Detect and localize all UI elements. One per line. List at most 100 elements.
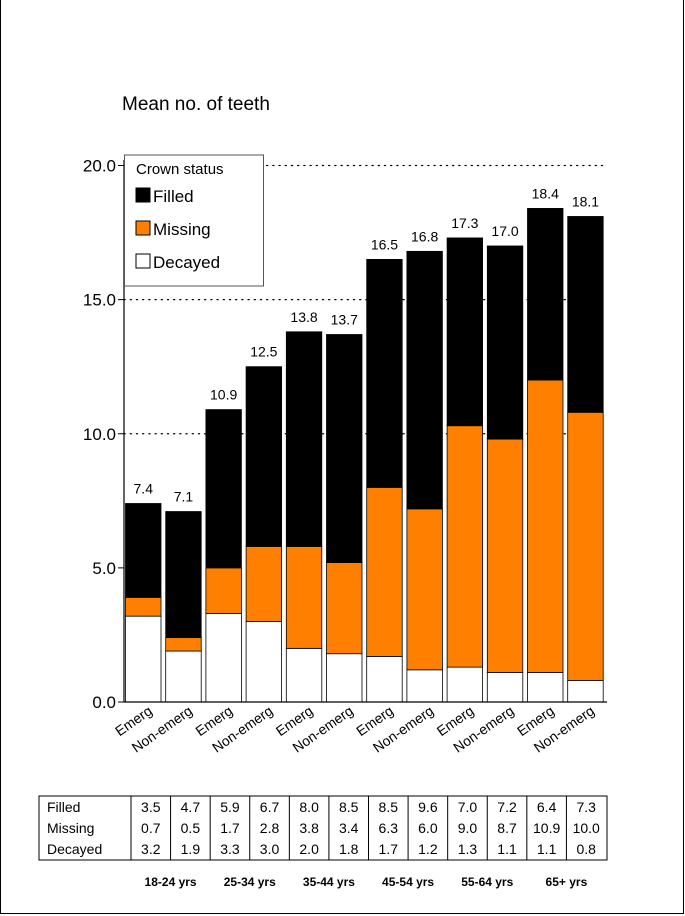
- bar-total-label-5: 13.7: [331, 311, 358, 327]
- bar-missing-6: [366, 486, 403, 657]
- legend-swatch-missing: [135, 220, 151, 236]
- table-cell-1-1: 0.5: [181, 820, 201, 836]
- bar-filled-9: [486, 245, 524, 440]
- bar-filled-7: [406, 250, 443, 510]
- legend-title: Crown status: [136, 161, 224, 178]
- bar-filled-4: [285, 331, 323, 547]
- y-tick-label-3: 15.0: [83, 291, 116, 310]
- bar-total-label-6: 16.5: [371, 236, 398, 252]
- table-cell-2-9: 1.1: [497, 841, 517, 857]
- table-cell-0-7: 9.6: [418, 799, 438, 815]
- legend-label-filled: Filled: [153, 187, 194, 206]
- bar-filled-2: [205, 409, 242, 569]
- data-table: Filled 3.5 4.7 5.9 6.7 8.0 8.5 8.5 9.6 7.0 7.2 6.4 7…: [38, 795, 608, 889]
- bar-group-6: [366, 258, 403, 703]
- table-cell-1-5: 3.4: [339, 820, 359, 836]
- table-border: [38, 795, 608, 861]
- bar-group-0: [125, 503, 162, 703]
- bar-group-2: [205, 409, 242, 703]
- bar-decayed-7: [406, 669, 443, 703]
- bar-decayed-9: [486, 672, 524, 703]
- y-tick-label-2: 10.0: [83, 425, 116, 444]
- legend-label-missing: Missing: [153, 220, 211, 239]
- bar-total-label-7: 16.8: [411, 228, 438, 244]
- legend-swatch-decayed: [135, 253, 151, 269]
- bar-total-label-2: 10.9: [210, 387, 237, 403]
- bar-group-1: [165, 511, 202, 703]
- bar-filled-1: [165, 511, 202, 639]
- table-cell-1-7: 6.0: [418, 820, 438, 836]
- table-cell-1-2: 1.7: [220, 820, 240, 836]
- table-cell-1-11: 10.0: [573, 820, 600, 836]
- table-cell-0-2: 5.9: [220, 799, 240, 815]
- bar-total-label-0: 7.4: [134, 480, 154, 496]
- bar-total-label-9: 17.0: [491, 223, 518, 239]
- table-cell-1-0: 0.7: [141, 820, 161, 836]
- bar-filled-8: [446, 237, 484, 427]
- bar-filled-5: [326, 334, 363, 563]
- bar-filled-0: [125, 503, 162, 598]
- table-cell-1-6: 6.3: [379, 820, 399, 836]
- table-cell-1-4: 3.8: [299, 820, 319, 836]
- group-label-2: 35-44 yrs: [303, 875, 355, 889]
- table-cell-2-3: 3.0: [260, 841, 280, 857]
- bar-missing-10: [527, 379, 564, 673]
- bar-total-label-3: 12.5: [250, 344, 277, 360]
- table-cell-2-10: 1.1: [537, 841, 557, 857]
- table-cell-2-7: 1.2: [418, 841, 438, 857]
- bar-filled-3: [245, 366, 283, 547]
- group-label-3: 45-54 yrs: [382, 875, 434, 889]
- bar-total-label-8: 17.3: [451, 215, 478, 231]
- bar-group-4: [285, 331, 323, 703]
- table-cell-2-4: 2.0: [299, 841, 319, 857]
- bar-missing-9: [486, 438, 524, 673]
- bar-total-label-4: 13.8: [290, 309, 317, 325]
- bar-missing-5: [326, 562, 363, 655]
- bar-decayed-0: [125, 615, 162, 703]
- bar-total-label-11: 18.1: [572, 193, 599, 209]
- group-label-4: 55-64 yrs: [461, 875, 513, 889]
- table-cell-2-6: 1.7: [379, 841, 399, 857]
- bar-group-10: [527, 208, 564, 703]
- bar-missing-3: [245, 546, 283, 622]
- bar-decayed-6: [366, 655, 403, 703]
- bar-group-7: [406, 250, 443, 703]
- bar-missing-0: [125, 596, 162, 617]
- bar-decayed-3: [245, 621, 283, 703]
- table-cell-2-0: 3.2: [141, 841, 161, 857]
- bar-group-11: [567, 216, 604, 703]
- bar-decayed-10: [527, 672, 564, 703]
- bar-group-8: [446, 237, 484, 703]
- table-cell-2-8: 1.3: [458, 841, 478, 857]
- table-cell-0-5: 8.5: [339, 799, 359, 815]
- table-cell-1-8: 9.0: [458, 820, 478, 836]
- y-tick-label-1: 5.0: [92, 559, 116, 578]
- table-row-label-decayed: Decayed: [47, 841, 102, 857]
- table-cell-2-1: 1.9: [181, 841, 201, 857]
- table-cell-2-5: 1.8: [339, 841, 359, 857]
- table-row-label-missing: Missing: [47, 820, 94, 836]
- group-label-0: 18-24 yrs: [145, 875, 197, 889]
- table-cell-0-1: 4.7: [181, 799, 201, 815]
- legend-swatch-filled: [135, 187, 151, 203]
- table-cell-1-10: 10.9: [533, 820, 560, 836]
- table-cell-0-0: 3.5: [141, 799, 161, 815]
- table-cell-1-9: 8.7: [497, 820, 517, 836]
- bar-decayed-5: [326, 653, 363, 703]
- bar-decayed-8: [446, 666, 484, 703]
- table-cell-0-6: 8.5: [379, 799, 399, 815]
- legend: Crown status Filled Missing Decayed: [124, 154, 264, 287]
- table-row-label-filled: Filled: [47, 799, 80, 815]
- y-axis-title: Mean no. of teeth: [122, 94, 270, 115]
- legend-label-decayed: Decayed: [153, 253, 220, 272]
- table-cell-1-3: 2.8: [260, 820, 280, 836]
- bar-missing-1: [165, 637, 202, 652]
- bar-filled-6: [366, 258, 403, 488]
- bar-missing-8: [446, 425, 484, 668]
- bar-decayed-1: [165, 650, 202, 703]
- group-label-1: 25-34 yrs: [224, 875, 276, 889]
- bar-group-9: [486, 245, 524, 703]
- table-cell-0-9: 7.2: [497, 799, 517, 815]
- bar-missing-2: [205, 567, 242, 614]
